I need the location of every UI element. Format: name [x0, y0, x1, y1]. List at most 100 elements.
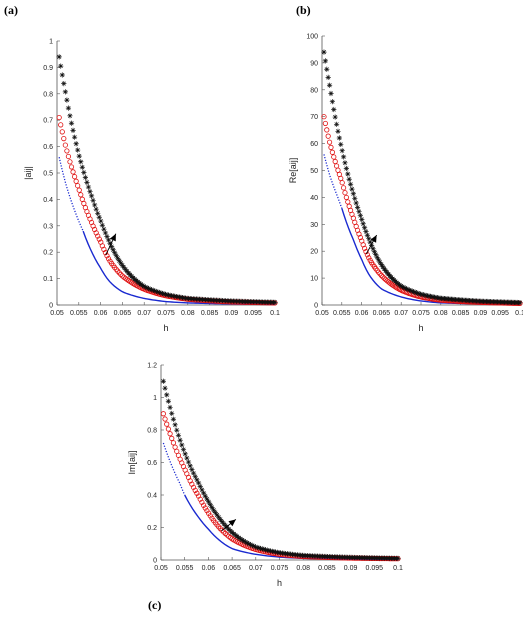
- black-star-marker-c: [184, 455, 190, 461]
- red-circle-marker-c: [169, 435, 175, 441]
- black-star-marker-c: [206, 499, 212, 505]
- black-star-marker-a: [152, 288, 158, 294]
- black-star-marker-a: [78, 159, 84, 165]
- x-tick-label-b: 0.085: [452, 310, 470, 317]
- black-star-marker-c: [219, 519, 225, 525]
- red-circle-marker-c: [217, 525, 223, 532]
- red-circle-marker-b: [333, 163, 340, 169]
- black-star-marker-a: [98, 218, 104, 224]
- red-circle-marker-c: [167, 431, 173, 437]
- red-circle-marker-a: [73, 178, 79, 184]
- black-star-marker-b: [371, 249, 377, 255]
- black-star-marker-c: [264, 547, 270, 553]
- black-star-marker-a: [65, 105, 72, 111]
- black-star-marker-b: [326, 82, 333, 88]
- x-tick-label-b: 0.08: [434, 310, 448, 317]
- black-star-marker-c: [167, 404, 173, 411]
- red-circle-marker-c: [202, 505, 208, 511]
- y-tick-label-b: 50: [310, 168, 318, 175]
- y-tick-label-b: 20: [310, 249, 318, 256]
- black-star-marker-a: [64, 97, 70, 103]
- red-circle-marker-c: [204, 508, 210, 514]
- black-star-marker-a: [68, 120, 75, 126]
- black-star-marker-a: [88, 193, 95, 199]
- y-tick-label-a: 1: [49, 39, 53, 46]
- plot-b: 0.05 0.055 0.06 0.065 0.07 0.075 0.08 0.085 0.09…: [288, 34, 523, 334]
- x-tick-label-a: 0.08: [181, 310, 195, 317]
- black-star-marker-a: [96, 214, 102, 220]
- black-star-marker-c: [237, 536, 244, 542]
- black-star-marker-c: [269, 548, 275, 554]
- y-tick-label-a: 0.5: [43, 171, 53, 178]
- red-circle-marker-c: [222, 530, 228, 537]
- black-star-marker-b: [321, 49, 327, 55]
- black-star-marker-b: [350, 191, 356, 197]
- red-circle-marker-c: [206, 510, 212, 516]
- panel-label-b: (b): [296, 3, 311, 17]
- black-star-marker-b: [336, 135, 342, 141]
- black-star-marker-b: [413, 290, 419, 296]
- black-star-marker-a: [145, 285, 152, 292]
- y-tick-label-a: 0.9: [43, 65, 53, 72]
- black-star-marker-a: [76, 153, 82, 159]
- black-star-marker-c: [252, 544, 259, 550]
- red-circle-marker-a: [115, 268, 121, 274]
- y-tick-label-a: 0.2: [43, 250, 53, 257]
- black-star-marker-b: [401, 284, 407, 291]
- y-tick-label-c: 0.4: [147, 493, 157, 500]
- black-star-marker-b: [338, 141, 344, 148]
- black-star-marker-a: [72, 134, 78, 140]
- black-star-marker-c: [192, 473, 198, 480]
- black-star-marker-a: [62, 89, 68, 95]
- series-red-circles-a: [56, 114, 278, 306]
- black-star-marker-c: [190, 470, 197, 476]
- black-star-marker-a: [141, 283, 147, 289]
- black-star-marker-a: [79, 164, 85, 170]
- black-star-marker-c: [244, 540, 250, 546]
- x-tick-label-b: 0.065: [373, 310, 391, 317]
- x-tick-label-c: 0.09: [344, 565, 358, 572]
- y-tick-label-b: 40: [310, 195, 318, 202]
- black-star-marker-a: [61, 80, 67, 87]
- red-circle-marker-b: [331, 154, 337, 160]
- black-star-marker-b: [402, 285, 408, 291]
- red-circle-marker-c: [192, 487, 198, 493]
- black-star-marker-c: [254, 544, 260, 551]
- black-star-marker-a: [67, 113, 73, 119]
- red-circle-marker-b: [345, 199, 351, 205]
- red-circle-marker-a: [96, 236, 102, 242]
- black-star-marker-c: [268, 548, 274, 554]
- black-star-marker-c: [216, 514, 222, 520]
- x-tick-label-b: 0.1: [515, 310, 523, 317]
- black-star-marker-b: [331, 106, 337, 113]
- x-tick-label-c: 0.065: [223, 565, 241, 572]
- x-tick-label-a: 0.065: [114, 310, 132, 317]
- x-tick-label-a: 0.1: [270, 310, 280, 317]
- y-tick-label-c: 0: [153, 558, 157, 565]
- x-tick-label-a: 0.09: [225, 310, 239, 317]
- black-star-marker-c: [187, 463, 193, 469]
- black-star-marker-c: [172, 422, 178, 428]
- black-star-marker-b: [347, 181, 354, 187]
- black-star-marker-b: [339, 148, 345, 154]
- black-star-marker-b: [329, 99, 335, 105]
- red-circle-marker-c: [164, 421, 170, 427]
- red-circle-marker-b: [342, 190, 348, 196]
- black-star-marker-b: [342, 160, 348, 166]
- x-tick-label-a: 0.075: [157, 310, 175, 317]
- red-circle-marker-b: [339, 180, 345, 186]
- black-star-marker-b: [357, 212, 363, 219]
- black-star-marker-c: [251, 543, 257, 549]
- red-circle-marker-b: [325, 133, 331, 139]
- black-star-marker-b: [517, 299, 523, 306]
- red-circle-marker-a: [102, 250, 109, 256]
- y-tick-label-b: 10: [310, 276, 318, 283]
- y-tick-label-b: 60: [310, 141, 318, 148]
- black-star-marker-c: [266, 547, 272, 554]
- black-star-marker-b: [332, 114, 338, 120]
- x-tick-label-c: 0.085: [318, 565, 336, 572]
- black-star-marker-a: [272, 299, 278, 305]
- black-star-marker-c: [162, 385, 168, 391]
- red-circle-marker-b: [350, 215, 356, 221]
- black-star-marker-b: [370, 246, 376, 252]
